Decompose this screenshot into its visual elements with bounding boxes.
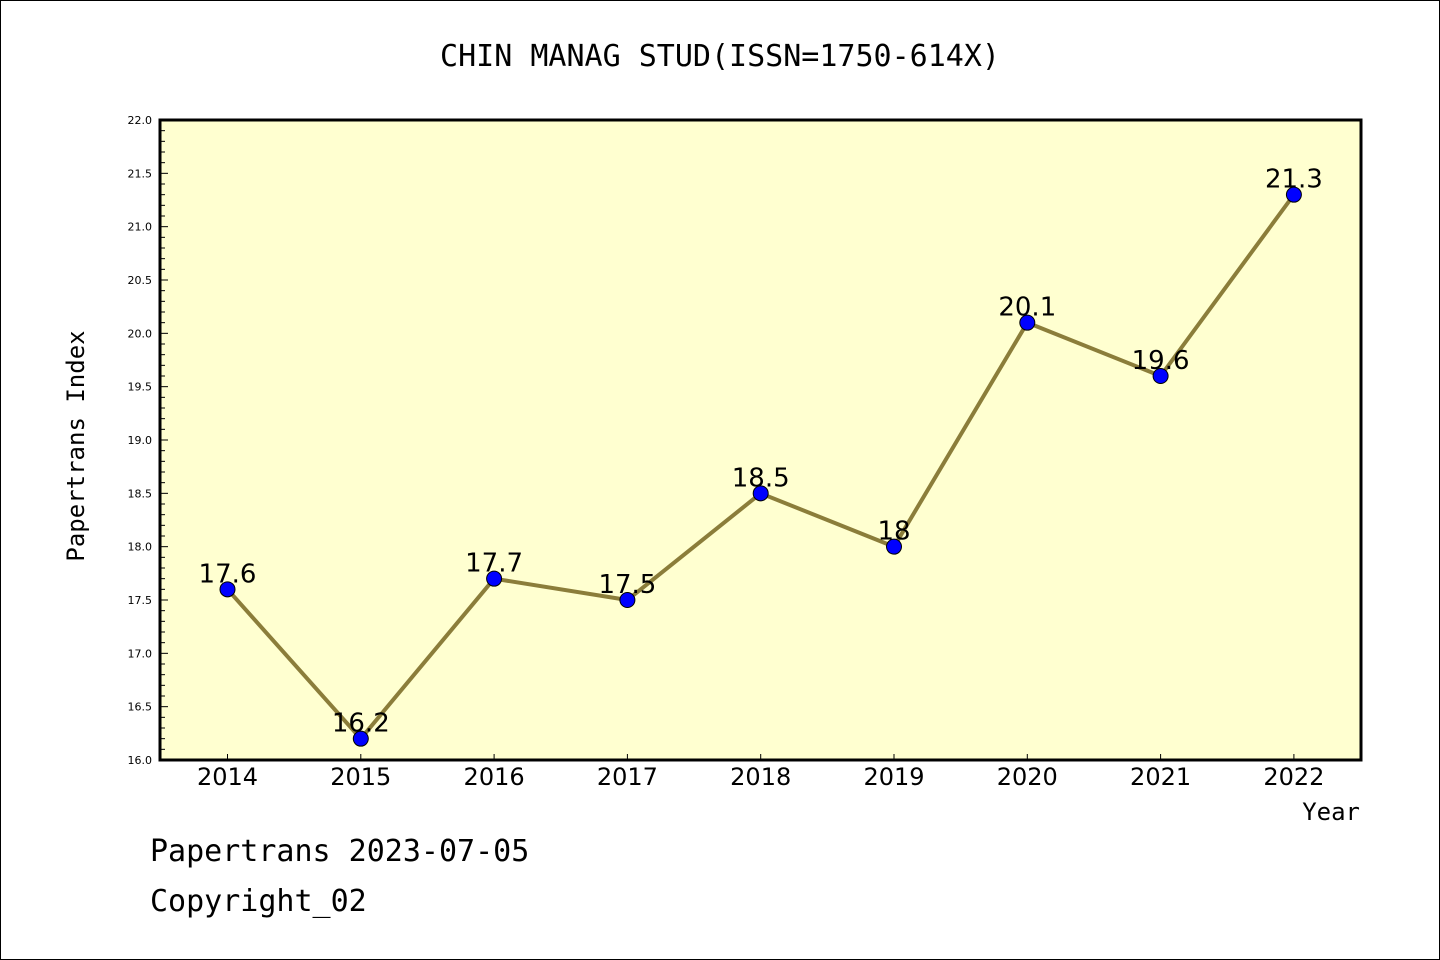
data-label: 18 xyxy=(877,517,910,547)
data-labels: 17.6 16.2 17.7 17.5 18.5 18 20.1 19.6 21.3 xyxy=(199,165,1323,739)
footer-date: Papertrans 2023-07-05 xyxy=(150,834,530,869)
x-tick-label: 2022 xyxy=(1263,763,1324,791)
x-tick-label: 2015 xyxy=(330,763,391,791)
data-point-marker xyxy=(619,592,636,608)
data-label: 17.5 xyxy=(598,570,656,600)
data-point-marker xyxy=(1019,314,1036,331)
footer-copyright: Copyright_02 xyxy=(150,884,367,919)
y-tick-label: 20.5 xyxy=(128,274,153,287)
y-minor-ticks xyxy=(160,119,168,761)
y-tick-label: 18.5 xyxy=(128,487,153,500)
y-tick-label: 16.5 xyxy=(128,701,153,714)
x-axis-ticks: 2014 2015 2016 2017 2018 2019 2020 2021 2022 xyxy=(197,754,1324,791)
y-tick-label: 22.0 xyxy=(128,114,153,127)
y-tick-label: 20.0 xyxy=(128,327,153,340)
data-label: 17.7 xyxy=(465,549,523,579)
data-label: 18.5 xyxy=(732,463,790,493)
data-point-marker xyxy=(886,538,902,555)
data-markers xyxy=(219,186,1302,747)
x-tick-label: 2014 xyxy=(197,763,258,791)
data-label: 20.1 xyxy=(998,293,1056,323)
y-tick-label: 16.0 xyxy=(128,754,153,767)
data-point-marker xyxy=(219,581,236,598)
x-tick-label: 2020 xyxy=(997,763,1058,791)
x-axis-label: Year xyxy=(1302,798,1360,826)
y-tick-label: 17.5 xyxy=(128,594,153,607)
y-axis-label: Papertrans Index xyxy=(62,330,90,561)
y-axis-ticks: 16.0 16.5 17.0 17.5 18.0 18.5 19.0 19.5 20.0 20.5… xyxy=(128,114,153,767)
data-label: 16.2 xyxy=(332,709,390,739)
data-point-marker xyxy=(752,485,769,502)
y-tick-label: 21.5 xyxy=(128,167,153,180)
x-tick-label: 2019 xyxy=(863,763,924,791)
y-tick-label: 17.0 xyxy=(128,647,153,660)
y-tick-label: 19.5 xyxy=(128,381,153,394)
x-tick-label: 2017 xyxy=(597,763,658,791)
y-tick-label: 19.0 xyxy=(128,434,153,447)
x-tick-label: 2016 xyxy=(464,763,525,791)
chart-title: CHIN MANAG STUD(ISSN=1750-614X) xyxy=(440,39,1000,74)
data-point-marker xyxy=(352,730,369,747)
y-tick-label: 18.0 xyxy=(128,541,153,554)
x-tick-label: 2021 xyxy=(1130,763,1191,791)
y-tick-label: 21.0 xyxy=(128,221,153,234)
data-point-marker xyxy=(1152,368,1169,384)
data-label: 21.3 xyxy=(1265,165,1323,195)
data-label: 17.6 xyxy=(199,559,257,589)
data-label: 19.6 xyxy=(1132,346,1190,376)
x-tick-label: 2018 xyxy=(730,763,791,791)
data-point-marker xyxy=(486,570,503,587)
plot-area xyxy=(158,118,1363,762)
data-point-marker xyxy=(1285,186,1302,203)
